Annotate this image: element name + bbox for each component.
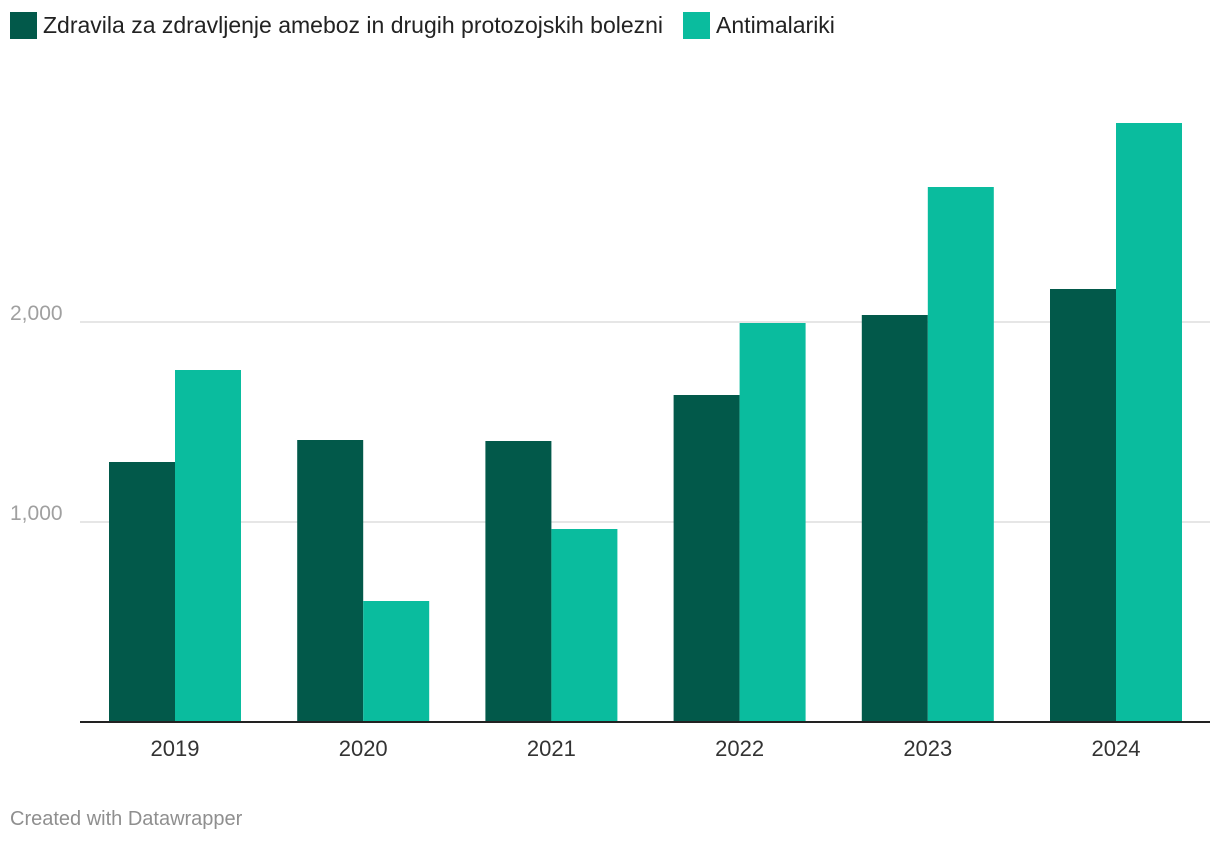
bar-amebiasis-2024 [1050,289,1116,722]
legend-swatch-amebiasis [10,12,37,39]
bar-amebiasis-2023 [861,315,928,722]
bar-antimalarials-2022 [739,323,806,722]
bar-chart: 1,000 2,000 2019 2020 2021 2022 2023 2024 [10,123,1210,761]
y-tick-label: 1,000 [10,502,63,525]
x-tick-label: 2021 [527,736,576,761]
x-tick-label: 2019 [151,736,200,761]
bar-antimalarials-2020 [363,601,430,722]
bar-amebiasis-2021 [485,441,552,722]
y-tick-label: 2,000 [10,302,63,325]
x-tick-label: 2022 [715,736,764,761]
bar-amebiasis-2020 [297,440,364,722]
footer-credit: Created with Datawrapper [10,808,243,830]
legend-label-amebiasis: Zdravila za zdravljenje ameboz in drugih… [43,12,664,38]
bar-antimalarials-2021 [551,529,618,722]
bar-antimalarials-2023 [927,187,994,722]
bar-antimalarials-2019 [175,370,241,722]
bar-amebiasis-2022 [673,395,740,722]
bar-antimalarials-2024 [1116,123,1182,722]
legend-item-amebiasis: Zdravila za zdravljenje ameboz in drugih… [10,12,663,39]
legend-swatch-antimalarials [683,12,711,39]
bar-amebiasis-2019 [109,462,175,722]
x-tick-label: 2024 [1092,736,1141,761]
legend-item-antimalarials: Antimalariki [683,12,835,39]
legend-label-antimalarials: Antimalariki [716,12,835,38]
x-tick-label: 2020 [339,736,388,761]
chart-legend: Zdravila za zdravljenje ameboz in drugih… [10,12,855,39]
x-tick-label: 2023 [903,736,952,761]
